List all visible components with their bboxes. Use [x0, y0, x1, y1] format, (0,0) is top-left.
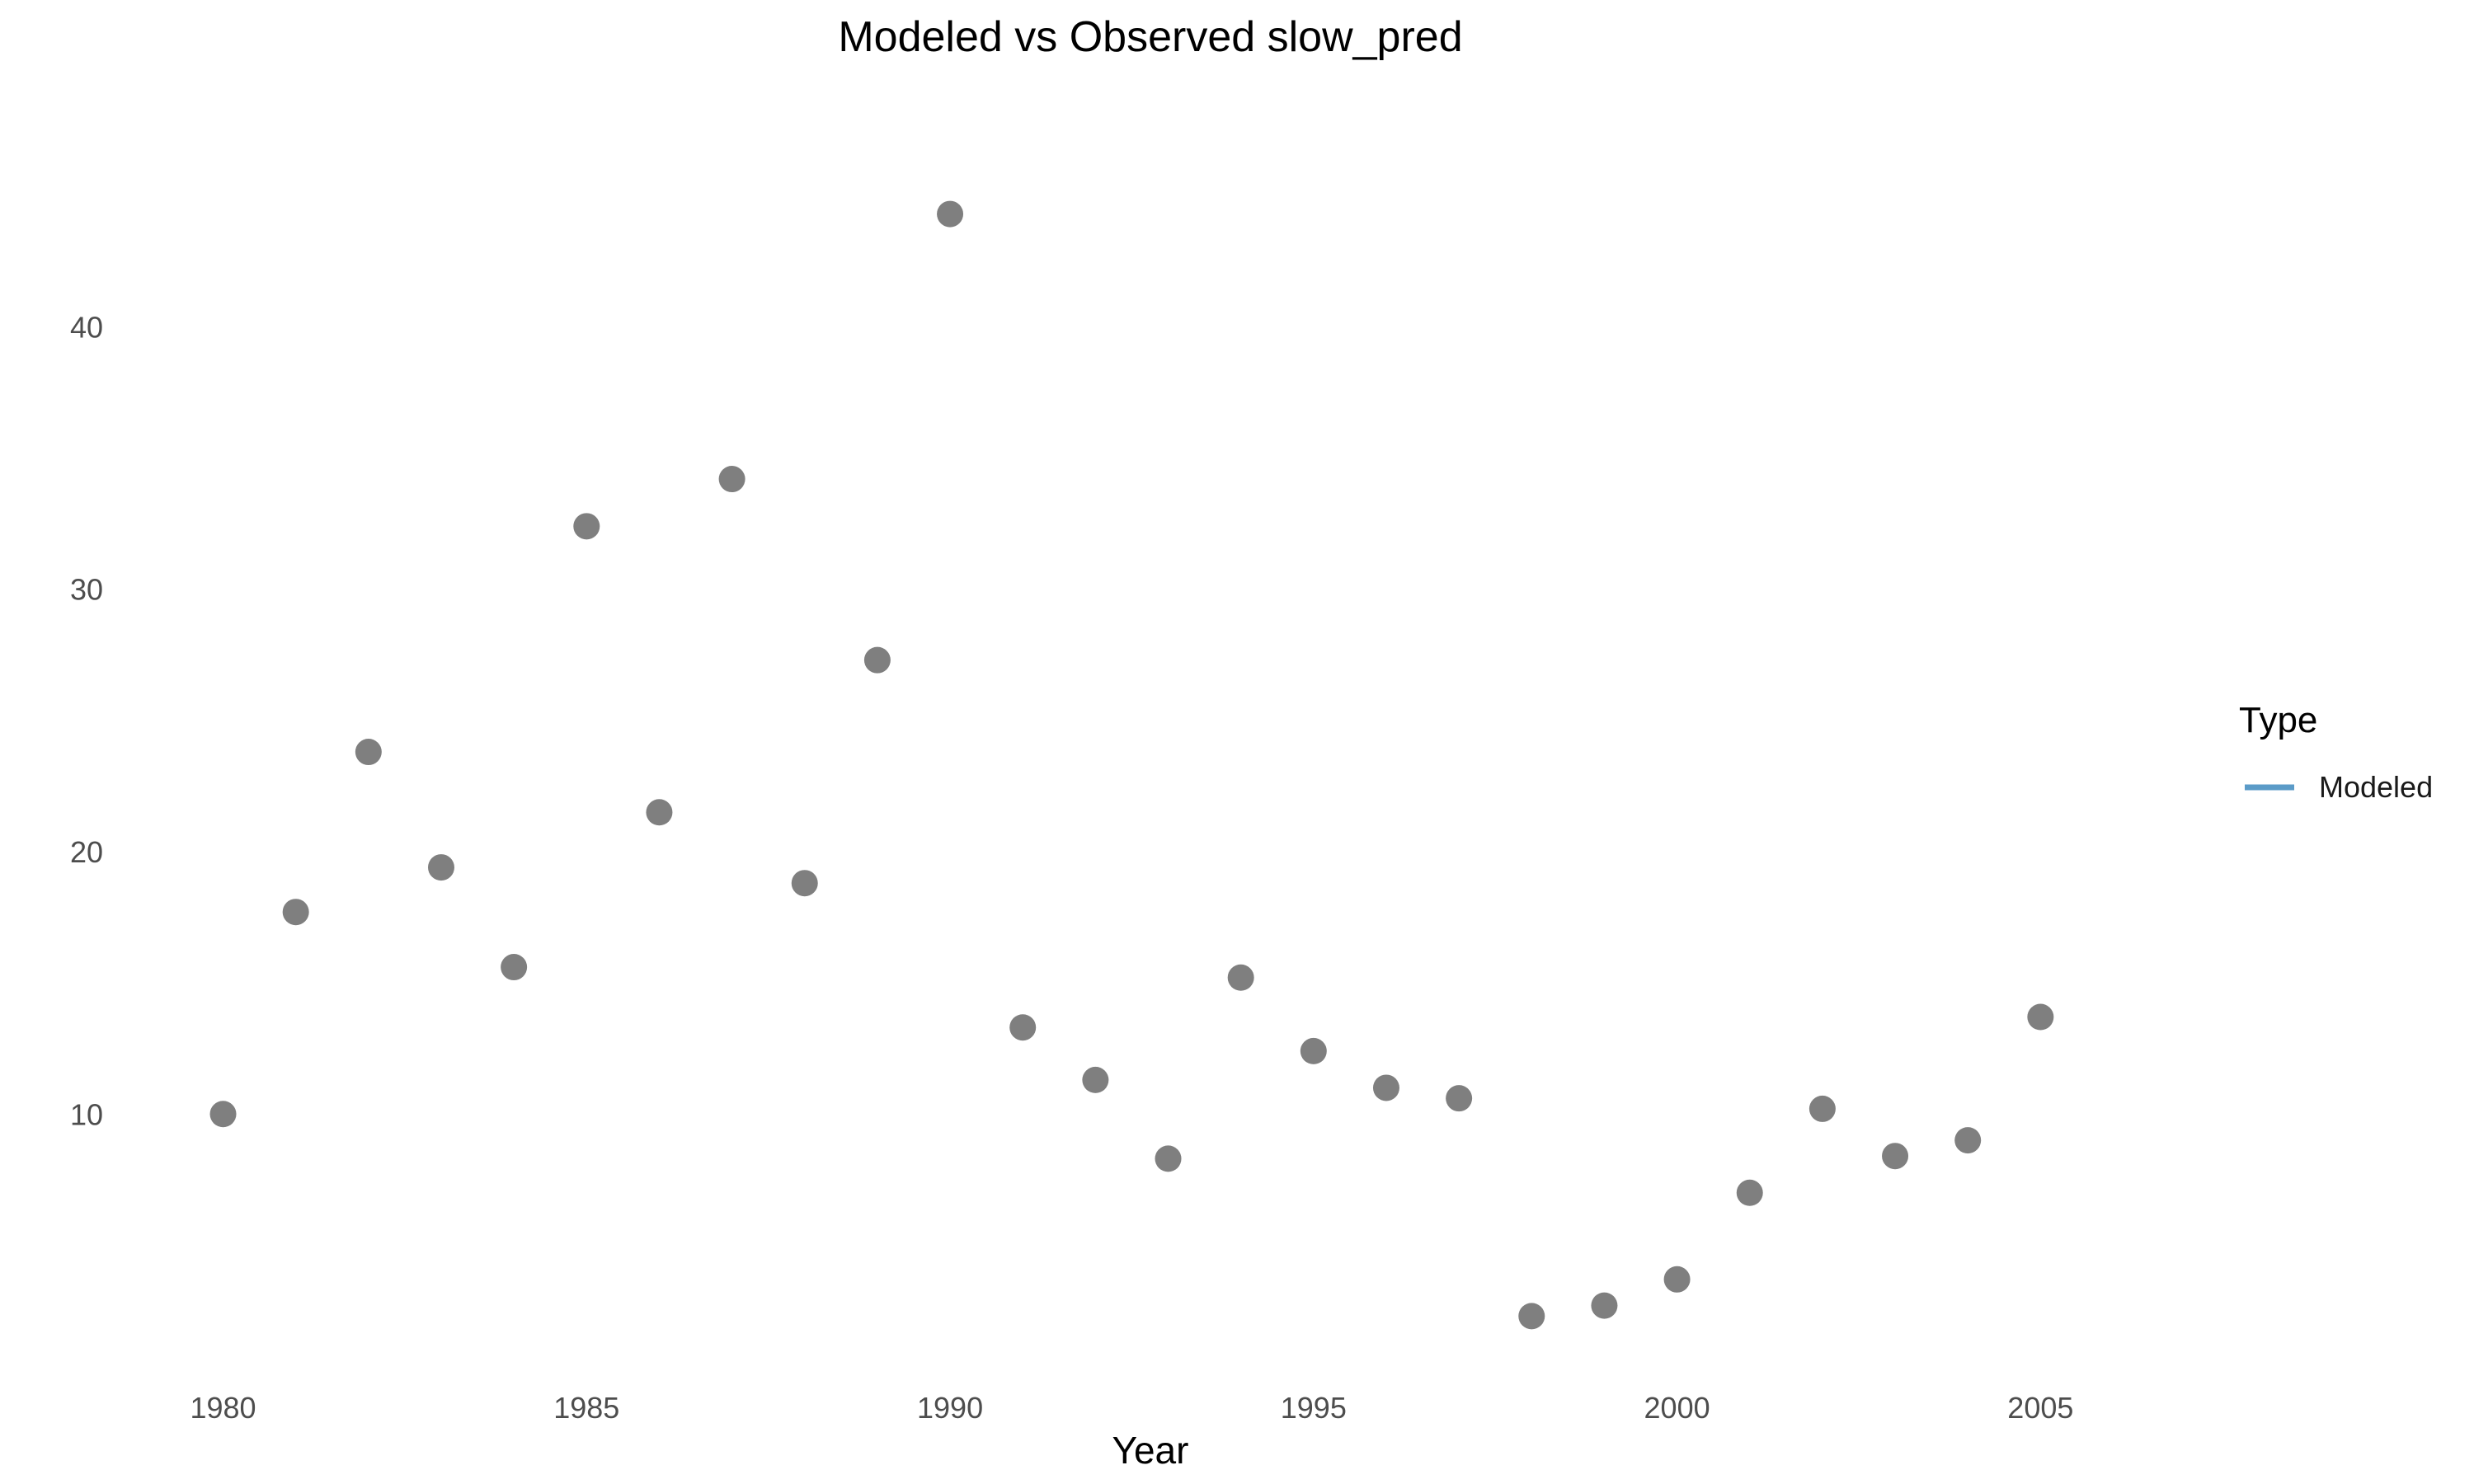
data-point [791, 870, 818, 897]
x-tick-label: 2000 [1644, 1391, 1710, 1425]
y-axis-ticks: 10 20 30 40 [70, 310, 103, 1131]
x-tick-label: 1985 [553, 1391, 619, 1425]
data-point [1808, 1095, 1836, 1122]
data-point [1446, 1085, 1473, 1112]
data-point [1882, 1143, 1909, 1170]
data-point [1518, 1303, 1545, 1330]
data-point [646, 799, 673, 826]
x-tick-label: 1995 [1281, 1391, 1347, 1425]
data-point [1300, 1037, 1327, 1064]
data-point [718, 466, 745, 493]
data-point [573, 513, 600, 540]
data-point [1372, 1074, 1399, 1101]
data-point [2027, 1003, 2054, 1031]
data-point [937, 200, 964, 228]
data-point [863, 646, 891, 674]
data-point [1736, 1179, 1763, 1206]
data-point [1663, 1266, 1691, 1293]
y-tick-label: 20 [70, 835, 103, 869]
x-tick-label: 1990 [917, 1391, 983, 1425]
data-point [1227, 964, 1254, 991]
legend-title: Type [2239, 700, 2317, 740]
data-point [209, 1101, 237, 1128]
data-point [1082, 1066, 1109, 1093]
y-tick-label: 40 [70, 310, 103, 344]
x-tick-label: 1980 [190, 1391, 256, 1425]
legend-label-modeled: Modeled [2319, 770, 2433, 804]
data-point [501, 954, 528, 981]
data-point [427, 854, 454, 881]
data-points [209, 200, 2054, 1330]
x-tick-label: 2005 [2007, 1391, 2073, 1425]
data-point [1009, 1014, 1037, 1041]
legend: Type Modeled [2239, 700, 2433, 804]
data-point [355, 739, 382, 766]
data-point [1954, 1127, 1982, 1154]
data-point [1155, 1145, 1182, 1172]
y-tick-label: 10 [70, 1097, 103, 1131]
y-tick-label: 30 [70, 573, 103, 607]
x-axis-ticks: 1980 1985 1990 1995 2000 2005 [190, 1391, 2073, 1425]
data-point [282, 899, 309, 926]
data-point [1591, 1292, 1618, 1319]
x-axis-title: Year [1112, 1429, 1189, 1472]
chart-title: Modeled vs Observed slow_pred [838, 13, 1462, 61]
